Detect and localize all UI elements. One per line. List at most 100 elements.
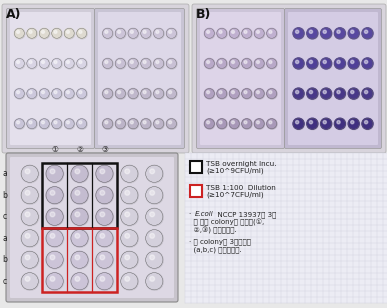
Circle shape (118, 60, 121, 63)
Circle shape (46, 165, 63, 182)
Circle shape (363, 28, 373, 39)
Circle shape (46, 208, 63, 225)
Circle shape (75, 212, 80, 217)
Circle shape (229, 89, 239, 99)
Circle shape (21, 165, 38, 182)
Circle shape (307, 28, 319, 39)
Circle shape (349, 28, 360, 39)
Circle shape (217, 89, 227, 99)
Circle shape (22, 209, 39, 226)
Text: ②: ② (76, 145, 83, 154)
Circle shape (154, 29, 164, 39)
Circle shape (230, 29, 240, 39)
Circle shape (128, 28, 138, 38)
Text: a: a (2, 169, 7, 178)
Circle shape (335, 119, 346, 130)
Circle shape (40, 89, 50, 99)
Text: ①: ① (51, 145, 58, 154)
Text: TSB 1:100  Dilution: TSB 1:100 Dilution (206, 185, 276, 191)
Circle shape (52, 59, 62, 68)
Circle shape (242, 59, 252, 68)
Circle shape (242, 29, 252, 39)
Circle shape (146, 273, 163, 290)
Circle shape (154, 119, 164, 129)
Circle shape (22, 252, 39, 269)
Circle shape (323, 90, 326, 94)
Circle shape (205, 119, 215, 129)
Circle shape (100, 190, 105, 195)
Circle shape (96, 273, 113, 290)
Circle shape (363, 89, 373, 99)
Circle shape (118, 91, 121, 94)
Circle shape (334, 28, 346, 39)
Circle shape (219, 61, 222, 63)
Circle shape (103, 58, 113, 69)
FancyBboxPatch shape (284, 9, 382, 148)
Circle shape (293, 88, 304, 99)
Circle shape (67, 91, 69, 94)
Circle shape (321, 59, 332, 69)
Circle shape (130, 60, 134, 63)
Circle shape (204, 119, 214, 129)
Circle shape (166, 28, 176, 38)
Circle shape (267, 59, 277, 69)
Circle shape (205, 59, 215, 69)
Circle shape (41, 30, 45, 33)
Circle shape (54, 30, 57, 33)
Circle shape (54, 61, 57, 63)
Circle shape (105, 91, 108, 94)
Circle shape (79, 91, 82, 94)
Circle shape (150, 277, 154, 281)
Circle shape (296, 120, 299, 124)
Circle shape (52, 89, 62, 99)
Circle shape (121, 165, 139, 183)
Text: ③: ③ (101, 145, 108, 154)
FancyBboxPatch shape (200, 12, 281, 145)
Circle shape (169, 91, 172, 94)
Circle shape (321, 89, 332, 99)
Circle shape (54, 121, 57, 124)
Circle shape (130, 30, 134, 33)
Circle shape (125, 233, 130, 238)
FancyBboxPatch shape (7, 9, 94, 148)
Circle shape (146, 252, 163, 269)
Circle shape (231, 91, 235, 94)
Circle shape (46, 209, 63, 226)
Circle shape (67, 61, 69, 63)
Circle shape (150, 169, 154, 174)
Text: a: a (2, 234, 7, 243)
Circle shape (71, 165, 88, 182)
Circle shape (15, 89, 25, 99)
Circle shape (71, 251, 88, 268)
Text: b: b (2, 255, 7, 264)
Circle shape (254, 119, 264, 129)
Circle shape (334, 58, 346, 69)
Circle shape (50, 233, 55, 238)
Circle shape (362, 88, 373, 99)
Circle shape (267, 89, 277, 99)
Circle shape (337, 120, 340, 124)
Circle shape (121, 252, 139, 269)
Circle shape (50, 255, 55, 260)
Circle shape (348, 28, 359, 39)
Text: E.coli: E.coli (195, 211, 214, 217)
Circle shape (105, 60, 108, 63)
Circle shape (41, 61, 45, 63)
Circle shape (231, 121, 235, 124)
Circle shape (143, 30, 146, 33)
Circle shape (217, 59, 227, 68)
Circle shape (77, 29, 87, 39)
FancyBboxPatch shape (2, 4, 189, 153)
Circle shape (146, 165, 163, 182)
FancyBboxPatch shape (10, 157, 174, 298)
FancyBboxPatch shape (197, 9, 284, 148)
Circle shape (75, 255, 80, 260)
Circle shape (75, 169, 80, 174)
Circle shape (242, 119, 252, 129)
Circle shape (103, 29, 113, 39)
Circle shape (121, 273, 139, 290)
Circle shape (141, 59, 151, 69)
Circle shape (41, 91, 45, 94)
Circle shape (75, 233, 80, 238)
Circle shape (349, 89, 360, 99)
